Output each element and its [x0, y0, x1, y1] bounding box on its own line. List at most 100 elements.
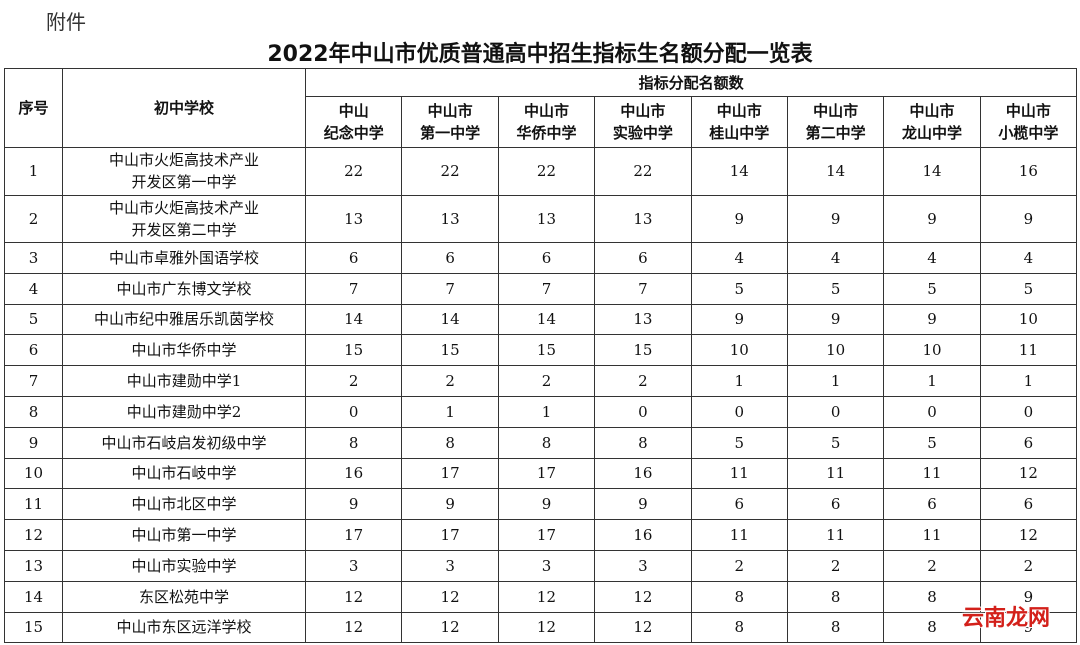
- quota-cell: 8: [786, 611, 885, 644]
- table-row: 12 中山市第一中学 17 17 17 16 11 11 11 12: [4, 519, 1078, 551]
- column-header: 中山市 桂山中学: [690, 96, 788, 148]
- quota-cell: 1: [979, 365, 1078, 397]
- watermark: 云南龙网: [961, 606, 1050, 631]
- quota-cell: 17: [497, 457, 596, 490]
- quota-cell: 6: [594, 242, 692, 274]
- text-line: 中山市建勋中学1: [126, 372, 242, 391]
- text-line: 中山市: [620, 102, 666, 120]
- quota-cell: 13: [401, 194, 499, 243]
- quota-cell: 3: [497, 549, 596, 582]
- text-line: 中山市东区远洋学校: [116, 618, 252, 637]
- text-line: 中山市火炬高技术产业: [108, 151, 259, 170]
- column-header: 中山市 小榄中学: [979, 96, 1078, 148]
- quota-cell: 12: [979, 519, 1078, 551]
- quota-cell: 4: [690, 242, 788, 274]
- quota-cell: 16: [594, 457, 692, 490]
- quota-cell: 17: [304, 519, 403, 551]
- quota-cell: 12: [979, 457, 1078, 490]
- column-header: 中山市 华侨中学: [497, 96, 596, 148]
- index-cell: 14: [4, 580, 63, 613]
- quota-cell: 7: [497, 272, 596, 305]
- school-cell: 中山市建勋中学2: [62, 395, 306, 428]
- school-cell: 中山市广东博文学校: [62, 272, 306, 305]
- quota-cell: 22: [304, 147, 403, 196]
- table-row: 13 中山市实验中学 3 3 3 3 2 2 2 2: [4, 549, 1078, 582]
- table-row: 7 中山市建勋中学1 2 2 2 2 1 1 1 1: [4, 365, 1078, 397]
- header-row: 中山 纪念中学 中山市 第一中学 中山市 华侨中学 中山市 实验中学 中山市 桂山中学 中山市 第二中…: [5, 96, 1078, 148]
- index-cell: 12: [4, 519, 63, 551]
- text-line: 华侨中学: [516, 124, 577, 142]
- quota-cell: 11: [690, 519, 788, 551]
- school-cell: 中山市北区中学: [62, 488, 306, 521]
- quota-cell: 2: [786, 549, 885, 582]
- text-line: 桂山中学: [709, 124, 770, 142]
- quota-cell: 9: [883, 303, 981, 336]
- text-line: 开发区第一中学: [131, 173, 237, 192]
- text-line: 中山市: [523, 102, 569, 120]
- text-line: 中山市建勋中学2: [126, 402, 242, 421]
- table-row: 3 中山市卓雅外国语学校 6 6 6 6 4 4 4 4: [4, 242, 1078, 274]
- index-cell: 3: [4, 242, 63, 274]
- school-cell: 中山市东区远洋学校: [62, 611, 306, 644]
- quota-cell: 9: [979, 580, 1078, 613]
- text-line: 龙山中学: [902, 124, 963, 142]
- text-line: 中山市: [427, 102, 473, 120]
- table-row: 10 中山市石岐中学 16 17 17 16 11 11 11 12: [4, 457, 1078, 490]
- quota-cell: 2: [690, 549, 788, 582]
- quota-cell: 6: [304, 242, 403, 274]
- quota-cell: 11: [786, 519, 885, 551]
- index-cell: 13: [4, 549, 63, 582]
- column-header: 中山市 龙山中学: [883, 96, 981, 148]
- quota-cell: 17: [401, 457, 499, 490]
- quota-cell: 12: [304, 611, 403, 644]
- text-line: 中山市火炬高技术产业: [108, 198, 259, 217]
- quota-cell: 1: [497, 395, 596, 428]
- table-row: 6 中山市华侨中学 15 15 15 15 10 10 10 11: [4, 334, 1078, 367]
- text-line: 小榄中学: [998, 124, 1059, 142]
- quota-cell: 14: [304, 303, 403, 336]
- quota-cell: 8: [594, 426, 692, 459]
- index-cell: 5: [4, 303, 63, 336]
- quota-cell: 14: [401, 303, 499, 336]
- quota-cell: 5: [786, 426, 885, 459]
- quota-cell: 7: [401, 272, 499, 305]
- quota-cell: 15: [497, 334, 596, 367]
- quota-cell: 9: [883, 194, 981, 243]
- text-line: 中山市: [716, 102, 762, 120]
- column-header: 中山市 实验中学: [594, 96, 692, 148]
- quota-cell: 2: [304, 365, 403, 397]
- table-row: 15 中山市东区远洋学校 12 12 12 12 8 8 8 9: [4, 611, 1078, 644]
- text-line: 中山市纪中雅居乐凯茵学校: [93, 310, 274, 329]
- quota-cell: 9: [594, 488, 692, 521]
- quota-cell: 0: [979, 395, 1078, 428]
- school-cell: 中山市火炬高技术产业 开发区第一中学: [62, 147, 306, 196]
- quota-cell: 0: [786, 395, 885, 428]
- quota-cell: 10: [690, 334, 788, 367]
- quota-cell: 1: [690, 365, 788, 397]
- quota-cell: 12: [497, 611, 596, 644]
- index-cell: 6: [4, 334, 63, 367]
- quota-cell: 7: [594, 272, 692, 305]
- quota-cell: 15: [304, 334, 403, 367]
- quota-cell: 16: [304, 457, 403, 490]
- quota-cell: 6: [979, 488, 1078, 521]
- quota-cell: 8: [690, 611, 788, 644]
- quota-cell: 8: [401, 426, 499, 459]
- text-line: 中山市: [909, 102, 955, 120]
- school-cell: 中山市纪中雅居乐凯茵学校: [62, 303, 306, 336]
- quota-cell: 16: [979, 147, 1078, 196]
- table-row: 4 中山市广东博文学校 7 7 7 7 5 5 5 5: [4, 272, 1078, 305]
- quota-cell: 14: [497, 303, 596, 336]
- index-cell: 10: [4, 457, 63, 490]
- text-line: 东区松苑中学: [138, 587, 229, 606]
- quota-cell: 12: [497, 580, 596, 613]
- quota-cell: 11: [883, 519, 981, 551]
- text-line: 纪念中学: [323, 124, 384, 142]
- index-cell: 4: [4, 272, 63, 305]
- school-cell: 中山市华侨中学: [62, 334, 306, 367]
- attachment-label: 附件: [46, 10, 86, 34]
- school-cell: 中山市建勋中学1: [62, 365, 306, 397]
- table-row: 9 中山市石岐启发初级中学 8 8 8 8 5 5 5 6: [4, 426, 1078, 459]
- quota-cell: 13: [497, 194, 596, 243]
